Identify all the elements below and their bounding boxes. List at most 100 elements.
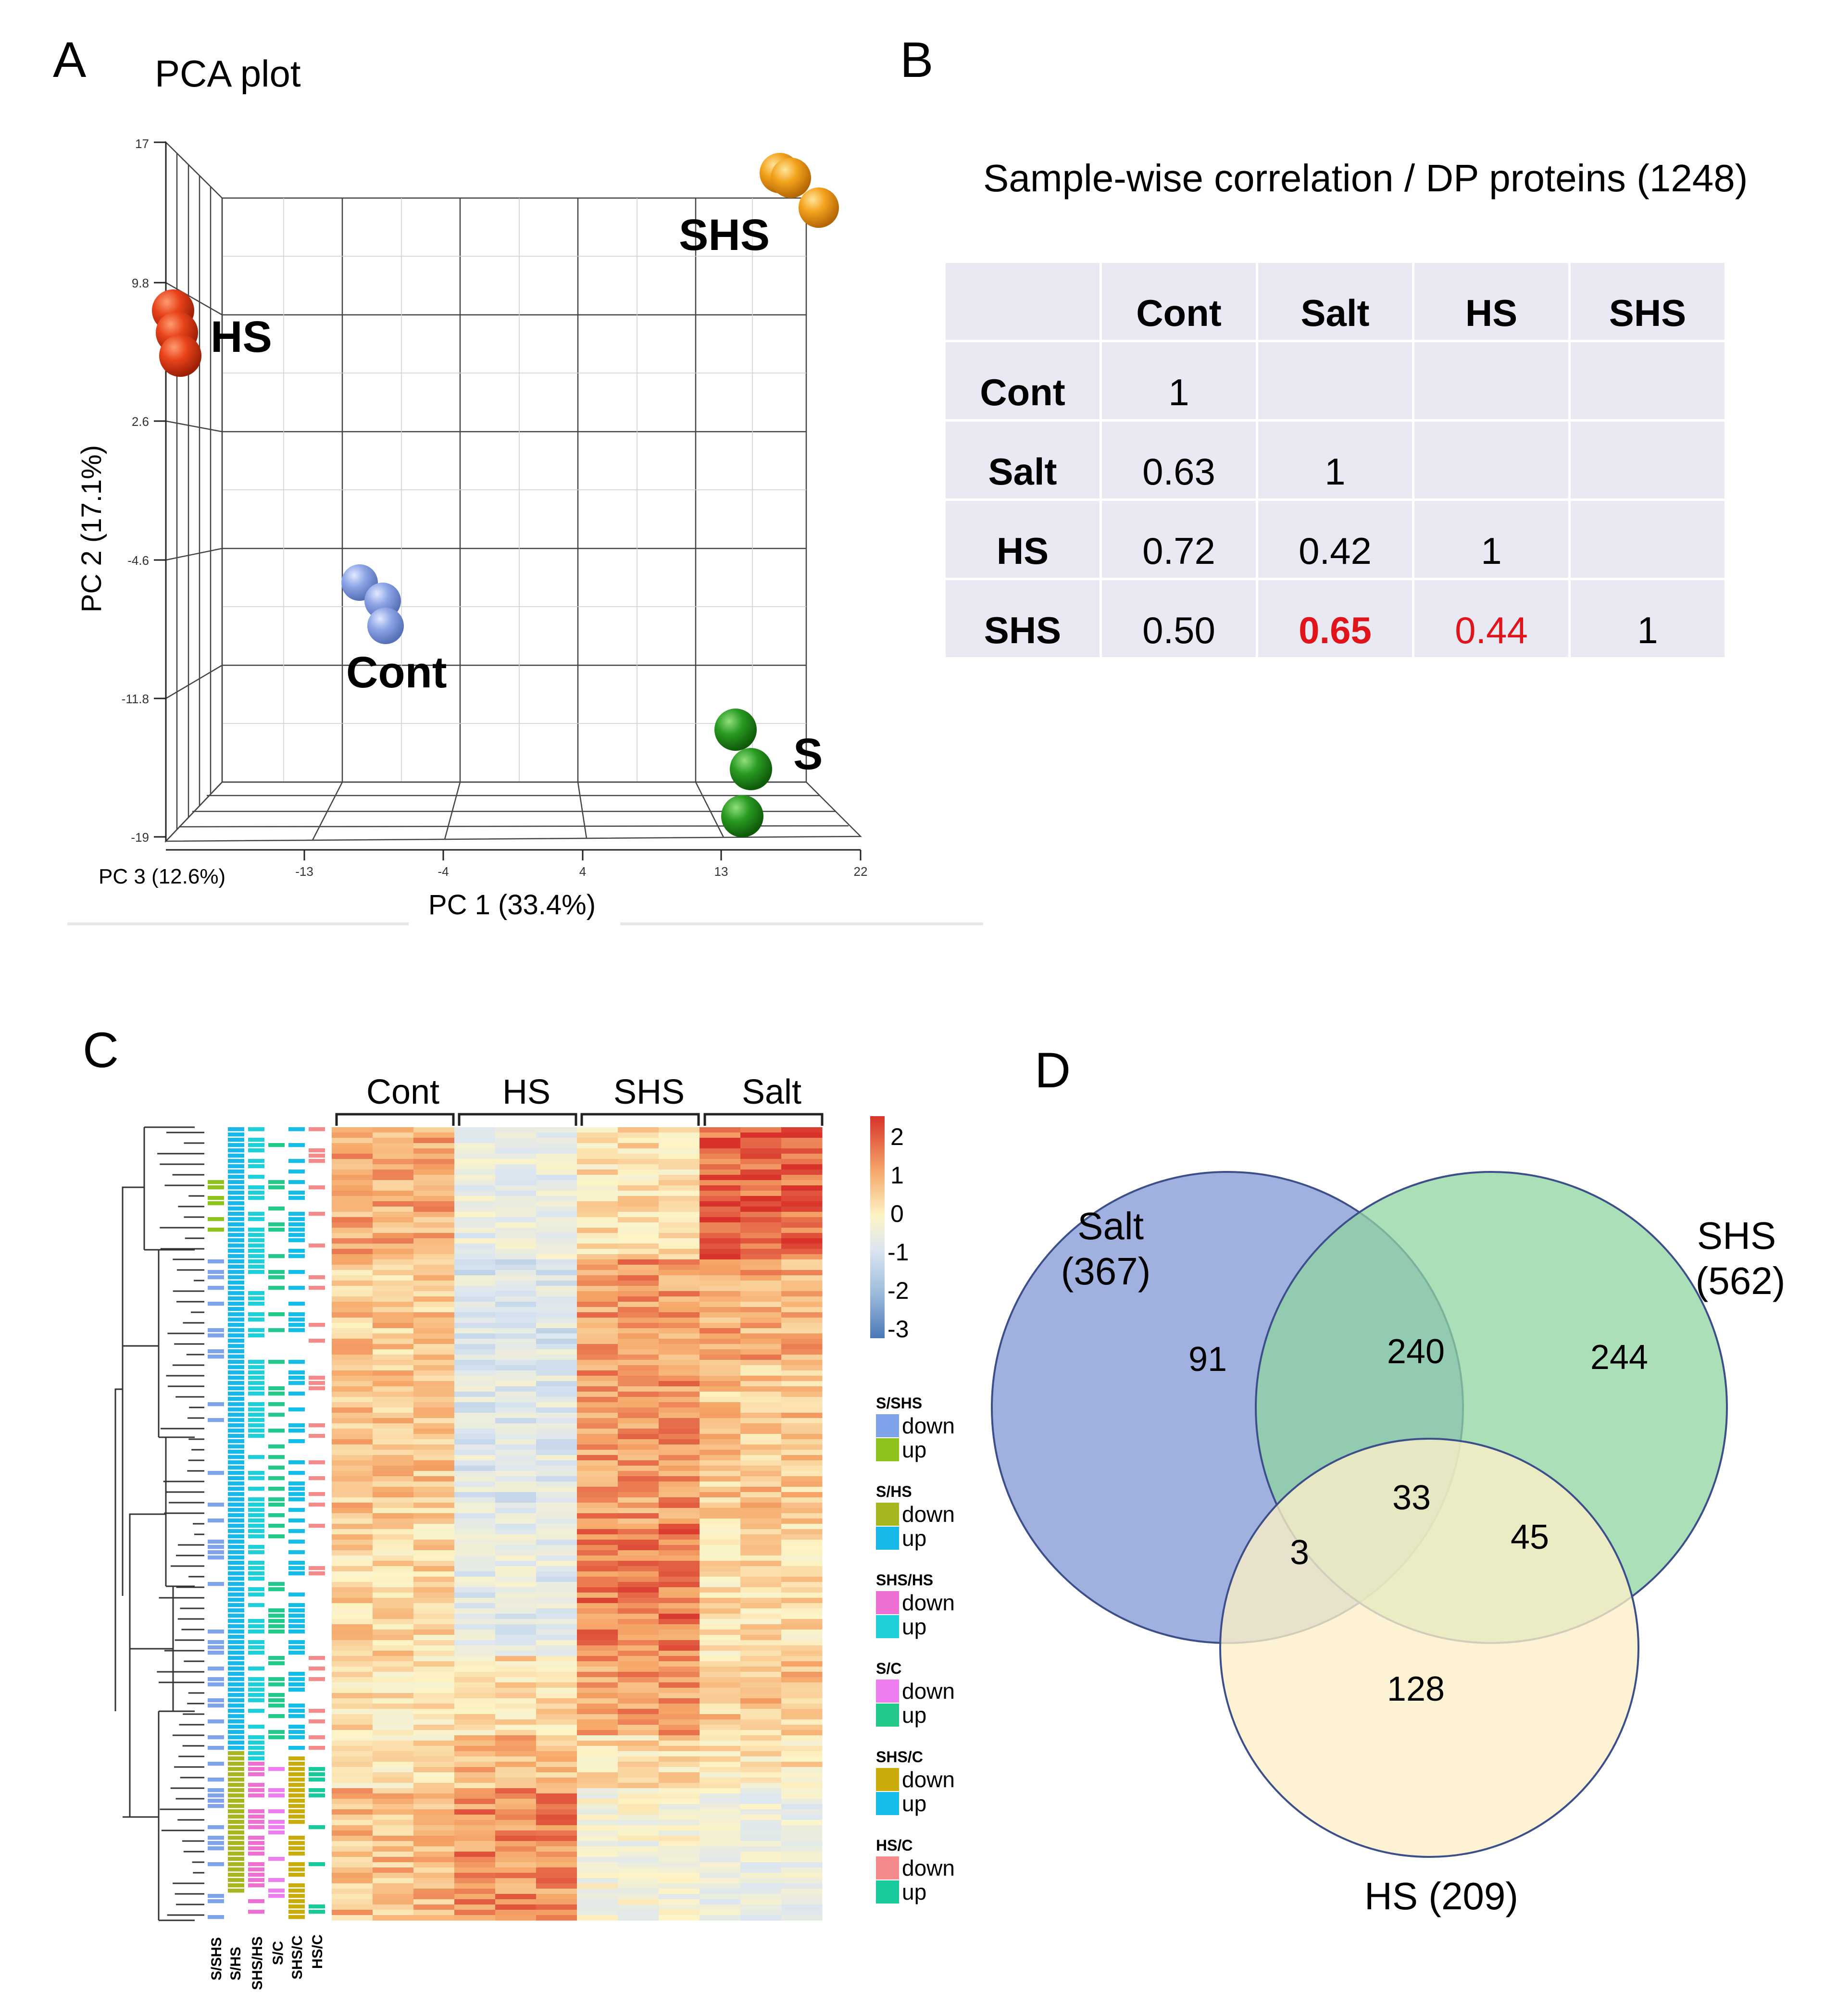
heatmap-cell: [413, 1894, 455, 1900]
heatmap-cell: [740, 1476, 782, 1482]
heatmap-cell: [495, 1360, 537, 1366]
heatmap-cell: [495, 1550, 537, 1556]
heatmap-cell: [781, 1899, 823, 1905]
annotation-cell: [228, 1397, 244, 1401]
heatmap-cell: [332, 1291, 373, 1297]
heatmap-cell: [332, 1148, 373, 1154]
heatmap-cell: [618, 1550, 659, 1556]
legend-swatch-up: [876, 1704, 899, 1727]
annotation-cell: [228, 1608, 244, 1613]
heatmap-cell: [659, 1159, 700, 1165]
annotation-cell: [208, 1841, 224, 1845]
heatmap-cell: [618, 1503, 659, 1508]
heatmap-cell: [740, 1429, 782, 1434]
heatmap-cell: [700, 1809, 741, 1815]
heatmap-cell: [495, 1915, 537, 1921]
heatmap-cell: [332, 1238, 373, 1244]
heatmap-cell: [332, 1524, 373, 1530]
set-label-hs: HS (209): [1364, 1875, 1518, 1917]
heatmap-cell: [413, 1386, 455, 1392]
heatmap-cell: [495, 1212, 537, 1218]
heatmap-cell: [454, 1185, 496, 1191]
heatmap-cell: [781, 1619, 823, 1625]
heatmap-cell: [740, 1407, 782, 1413]
heatmap-cell: [495, 1730, 537, 1736]
heatmap-cell: [332, 1154, 373, 1159]
annotation-cell: [228, 1540, 244, 1544]
heatmap-cell: [577, 1915, 618, 1921]
column-group-shs: SHS: [613, 1073, 685, 1111]
heatmap-cell: [577, 1783, 618, 1789]
heatmap-cell: [536, 1820, 577, 1826]
heatmap-cell: [413, 1233, 455, 1239]
heatmap-cell: [413, 1518, 455, 1524]
heatmap-cell: [577, 1307, 618, 1313]
heatmap-cell: [700, 1497, 741, 1503]
heatmap-cell: [495, 1667, 537, 1672]
heatmap-cell: [659, 1741, 700, 1746]
annotation-cell: [268, 1392, 285, 1396]
heatmap-cell: [740, 1873, 782, 1879]
heatmap-cell: [495, 1746, 537, 1752]
heatmap-cell: [454, 1741, 496, 1746]
legend-label-down: down: [902, 1767, 955, 1792]
annotation-cell: [208, 1228, 224, 1232]
heatmap-cell: [577, 1349, 618, 1355]
heatmap-cell: [495, 1476, 537, 1482]
heatmap-cell: [413, 1392, 455, 1397]
heatmap-cell: [454, 1439, 496, 1445]
heatmap-cell: [373, 1841, 414, 1847]
heatmap-cell: [373, 1249, 414, 1255]
heatmap-cell: [373, 1455, 414, 1461]
annotation-cell: [288, 1899, 305, 1904]
heatmap-cell: [332, 1630, 373, 1635]
heatmap-cell: [536, 1281, 577, 1286]
annotation-cell: [309, 1275, 325, 1280]
annotation-cell: [208, 1540, 224, 1544]
heatmap-cell: [536, 1608, 577, 1614]
heatmap-brackets: [335, 1113, 824, 1126]
table-cell: 0.72: [1100, 498, 1258, 580]
heatmap-cell: [413, 1148, 455, 1154]
heatmap-cell: [495, 1423, 537, 1429]
annotation-cell: [288, 1889, 305, 1893]
heatmap-cell: [577, 1302, 618, 1307]
annotation-cell: [248, 1518, 264, 1523]
heatmap-cell: [618, 1883, 659, 1889]
heatmap-cell: [700, 1444, 741, 1450]
heatmap-cell: [740, 1508, 782, 1514]
heatmap-cell: [700, 1143, 741, 1149]
heatmap-cell: [495, 1307, 537, 1313]
heatmap-cell: [495, 1735, 537, 1741]
heatmap-cell: [618, 1518, 659, 1524]
heatmap-cell: [413, 1466, 455, 1471]
annotation-cell: [248, 1513, 264, 1518]
heatmap-cell: [618, 1423, 659, 1429]
annotation-cell: [248, 1746, 264, 1750]
heatmap-cell: [373, 1783, 414, 1789]
heatmap-cell: [781, 1434, 823, 1440]
annotation-cell: [288, 1846, 305, 1851]
annotation-cell: [288, 1867, 305, 1872]
heatmap-cell: [413, 1550, 455, 1556]
heatmap-cell: [332, 1159, 373, 1165]
annotation-cell: [248, 1244, 264, 1248]
heatmap-cell: [536, 1778, 577, 1783]
annotation-cell: [288, 1481, 305, 1486]
annotation-cell: [208, 1270, 224, 1274]
heatmap-cell: [454, 1497, 496, 1503]
heatmap-cell: [700, 1534, 741, 1540]
heatmap-cell: [700, 1873, 741, 1879]
heatmap-cell: [495, 1603, 537, 1609]
heatmap-cell: [373, 1614, 414, 1619]
annotation-cell: [228, 1841, 244, 1845]
heatmap-cell: [781, 1820, 823, 1826]
annotation-cell: [228, 1762, 244, 1766]
legend-title: S/SHS: [876, 1394, 922, 1412]
annot-label: HS/C: [310, 1934, 325, 1969]
heatmap-cell: [700, 1471, 741, 1477]
heatmap-cell: [373, 1386, 414, 1392]
annotation-cell: [309, 1339, 325, 1343]
heatmap-cell: [659, 1180, 700, 1186]
annotation-cell: [228, 1846, 244, 1851]
